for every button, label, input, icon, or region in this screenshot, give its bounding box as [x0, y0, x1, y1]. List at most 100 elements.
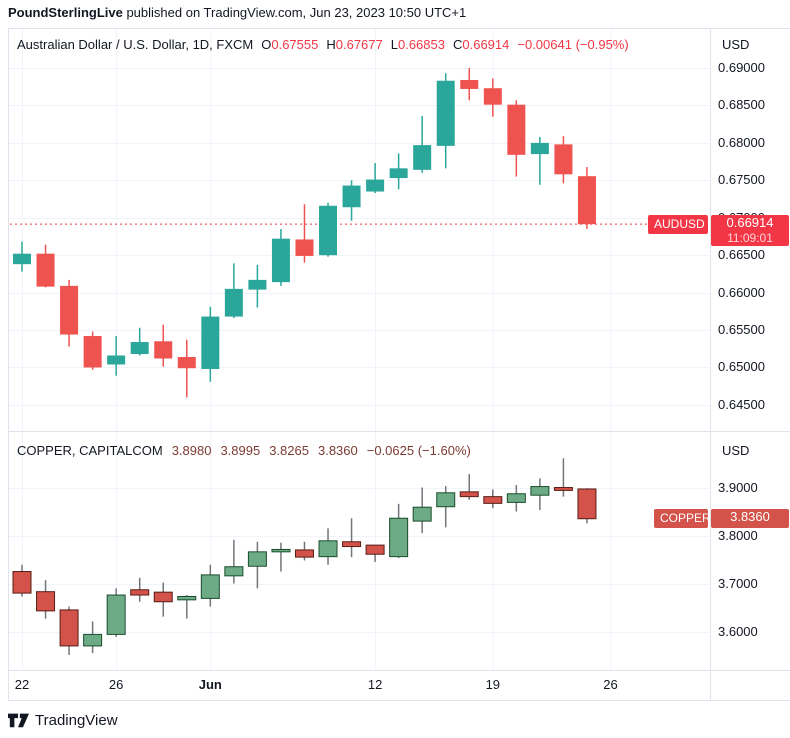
candle-down[interactable] [294, 541, 314, 561]
candle-down[interactable] [483, 78, 502, 117]
symbol-title-audusd: Australian Dollar / U.S. Dollar, 1D, FXC… [17, 37, 254, 52]
candle-down[interactable] [60, 279, 79, 347]
candle-down[interactable] [36, 244, 55, 288]
candle-down[interactable] [36, 580, 56, 619]
ohlc-item: C0.66914 [452, 37, 510, 52]
candle-up[interactable] [271, 542, 291, 572]
candle-down[interactable] [130, 577, 150, 602]
candle-down[interactable] [507, 100, 526, 177]
x-axis-label: 19 [485, 677, 501, 692]
candle-up[interactable] [248, 264, 267, 308]
y-axis-tick: 0.67500 [718, 172, 765, 188]
candle-down[interactable] [295, 204, 314, 263]
candle-up[interactable] [201, 306, 220, 382]
bar-countdown: 11:09:01 [727, 230, 773, 245]
ohlc-item: H0.67677 [326, 37, 383, 52]
candle-up[interactable] [318, 528, 338, 565]
y-axis-tick: 0.68000 [718, 134, 765, 150]
copper-ohlc-value: 3.8265 [269, 443, 309, 458]
candle-up[interactable] [271, 228, 290, 286]
ohlc-values: O0.67555 H0.67677 L0.66853 C0.66914 [253, 37, 509, 52]
y-axis-tick: 3.9000 [718, 480, 758, 495]
ohlc-item: L0.66853 [390, 37, 445, 52]
copper-ohlc-value: 3.8980 [171, 443, 212, 458]
candle-down[interactable] [365, 544, 385, 562]
price-tag-copper-value: 3.8360 [711, 509, 789, 529]
candle-up[interactable] [342, 180, 361, 221]
price-tag-copper-label: COPPER [654, 509, 711, 529]
price-scale[interactable] [710, 28, 790, 670]
candle-up[interactable] [436, 73, 455, 169]
candle-up[interactable] [224, 539, 244, 584]
y-axis-tick: 3.7000 [718, 576, 758, 591]
symbol-legend-audusd[interactable]: Australian Dollar / U.S. Dollar, 1D, FXC… [17, 37, 629, 52]
candle-up[interactable] [412, 487, 432, 534]
candle-down[interactable] [153, 582, 173, 617]
candle-up[interactable] [106, 588, 126, 637]
candle-up[interactable] [530, 136, 549, 185]
change-value-copper: −0.0625 (−1.60%) [366, 443, 471, 458]
x-axis-label: Jun [198, 677, 222, 692]
candle-up[interactable] [177, 595, 197, 619]
y-axis-tick: 0.65500 [718, 322, 765, 338]
copper-ohlc-value: 3.8360 [317, 443, 358, 458]
candle-down[interactable] [460, 68, 479, 101]
candle-up[interactable] [366, 163, 385, 194]
candle-down[interactable] [483, 489, 503, 509]
candle-up[interactable] [107, 336, 126, 376]
candle-up[interactable] [413, 115, 432, 173]
candle-up[interactable] [389, 153, 408, 190]
candle-up[interactable] [389, 503, 409, 559]
copper-values: 3.8980 3.8995 3.8265 3.8360 [163, 443, 358, 458]
tradingview-branding[interactable]: TradingView [8, 710, 118, 730]
currency-label-audusd: USD [722, 37, 750, 52]
candle-down[interactable] [577, 167, 596, 229]
x-axis-label: 12 [367, 677, 383, 692]
last-price-audusd: 0.66914 [726, 214, 774, 230]
candle-down[interactable] [59, 606, 79, 656]
x-axis-label: 26 [108, 677, 124, 692]
candle-up[interactable] [130, 327, 149, 356]
y-axis-tick: 0.66000 [718, 284, 765, 300]
candle-up[interactable] [247, 541, 267, 589]
candle-down[interactable] [83, 331, 102, 370]
change-value-audusd: −0.00641 (−0.95%) [517, 37, 629, 52]
candle-up[interactable] [436, 486, 456, 528]
x-axis-label: 22 [14, 677, 30, 692]
tradingview-brand-text: TradingView [35, 711, 118, 729]
y-axis-tick: 0.66500 [718, 247, 765, 263]
candle-down[interactable] [154, 324, 173, 367]
attribution-header: PoundSterlingLive published on TradingVi… [8, 5, 466, 20]
candle-up[interactable] [83, 621, 103, 654]
publisher-name: PoundSterlingLive [8, 5, 123, 20]
symbol-title-copper: COPPER, CAPITALCOM [17, 443, 163, 458]
price-tag-audusd-label: AUDUSD [648, 214, 708, 234]
candle-down[interactable] [177, 339, 196, 398]
x-axis-label: 26 [603, 677, 618, 692]
y-axis-tick: 0.65000 [718, 359, 765, 375]
candle-down[interactable] [342, 518, 362, 558]
candle-down[interactable] [554, 136, 573, 184]
candle-up[interactable] [506, 485, 526, 512]
price-tag-audusd-value: 0.66914 11:09:01 [711, 214, 789, 246]
candle-down[interactable] [553, 458, 573, 497]
tradingview-logo-icon [8, 713, 29, 728]
y-axis-tick: 0.64500 [718, 396, 765, 412]
candle-down[interactable] [459, 474, 479, 500]
currency-label-copper: USD [722, 443, 750, 458]
candle-up[interactable] [319, 202, 338, 257]
y-axis-tick: 0.69000 [718, 60, 765, 75]
last-price-copper: 3.8360 [730, 509, 770, 525]
candle-up[interactable] [200, 564, 220, 607]
candle-down[interactable] [577, 488, 597, 524]
candle-up[interactable] [530, 478, 550, 511]
y-axis-tick: 3.8000 [718, 528, 758, 543]
symbol-legend-copper[interactable]: COPPER, CAPITALCOM 3.8980 3.8995 3.8265 3.83… [17, 443, 471, 458]
candle-up[interactable] [224, 263, 243, 319]
candle-up[interactable] [13, 241, 31, 272]
candle-down[interactable] [12, 564, 32, 597]
ohlc-item: O0.67555 [261, 37, 319, 52]
y-axis-tick: 0.68500 [718, 97, 765, 113]
